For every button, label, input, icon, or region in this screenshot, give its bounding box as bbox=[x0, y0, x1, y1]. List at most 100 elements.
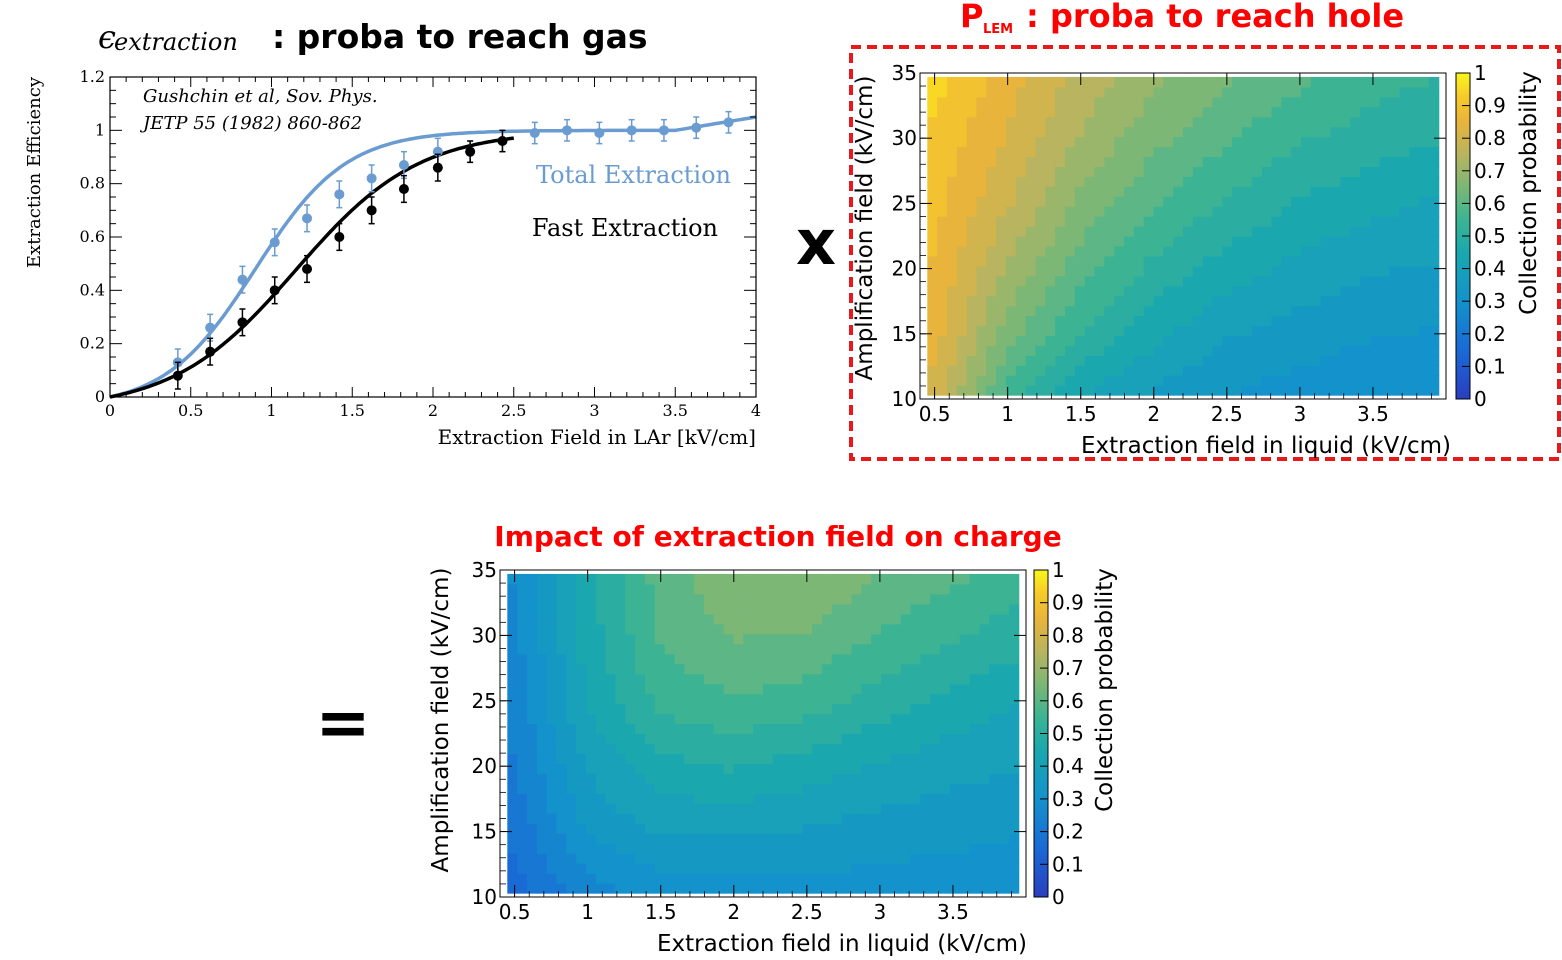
hm1-cell bbox=[1104, 106, 1115, 118]
hm2-cell bbox=[654, 873, 666, 884]
hm2-cell bbox=[507, 763, 518, 774]
hm2-cell bbox=[625, 673, 636, 685]
hm2-cell bbox=[556, 573, 567, 585]
hm2-cell bbox=[900, 793, 912, 804]
hm2-cell bbox=[556, 873, 567, 884]
hm2-cell bbox=[979, 693, 990, 705]
hm2-cell bbox=[625, 873, 636, 884]
hm1-cell bbox=[937, 345, 948, 356]
hm1-cell bbox=[1064, 116, 1076, 128]
hm1-cell bbox=[1242, 345, 1253, 356]
hm1-cell bbox=[1183, 186, 1194, 197]
hm2-cell bbox=[969, 803, 980, 814]
hm2-cell bbox=[694, 803, 705, 814]
hm1-cell bbox=[1340, 365, 1351, 376]
hm1-cell bbox=[1310, 116, 1322, 128]
hm2-cell bbox=[890, 603, 902, 615]
hm2-cell bbox=[644, 853, 656, 864]
hm2-cell bbox=[999, 823, 1010, 834]
hm1-cell bbox=[1133, 285, 1145, 297]
hm1-cell bbox=[1222, 305, 1233, 317]
hm1-cell bbox=[1055, 156, 1066, 167]
hm2-cell bbox=[723, 673, 735, 685]
hm1-cell bbox=[1232, 385, 1243, 396]
hm2-cell bbox=[822, 683, 833, 695]
hm1-cell bbox=[1350, 226, 1361, 237]
hm2-cell bbox=[654, 773, 666, 784]
hm2-cell bbox=[723, 593, 735, 605]
hm2-cell bbox=[782, 693, 794, 705]
hm2-cell bbox=[536, 673, 548, 685]
fast-extraction-point bbox=[497, 136, 508, 146]
hm1-cell bbox=[1055, 275, 1066, 287]
hm2-cell bbox=[635, 633, 646, 645]
hm1-cell bbox=[1005, 186, 1017, 197]
lc-y-tick-label: 0 bbox=[95, 387, 105, 406]
hm2-cell bbox=[989, 633, 1000, 645]
hm2-cell bbox=[979, 613, 990, 625]
hm2-cell bbox=[969, 663, 980, 675]
hm1-cell bbox=[996, 355, 1007, 366]
hm1-cell bbox=[1320, 106, 1332, 118]
hm2-cell bbox=[595, 573, 607, 585]
hm2-cell bbox=[635, 863, 646, 874]
hm1-cell bbox=[966, 146, 978, 158]
hm1-cell bbox=[1163, 236, 1174, 247]
hm2-cell bbox=[507, 793, 518, 804]
hm1-cell bbox=[1005, 295, 1017, 307]
hm2-cell bbox=[743, 753, 754, 765]
hm2-cell bbox=[861, 663, 872, 675]
hm1-cell bbox=[1055, 76, 1066, 88]
hm2-cell bbox=[831, 633, 843, 645]
hm2-cell bbox=[940, 673, 951, 685]
hm2-cell bbox=[664, 863, 676, 874]
hm2-cell bbox=[723, 883, 735, 894]
hm2-cell bbox=[979, 713, 990, 725]
hm2-cell bbox=[999, 643, 1010, 655]
hm2-cell bbox=[644, 753, 656, 765]
hm2-cell bbox=[772, 573, 784, 585]
hm2-cell bbox=[930, 693, 941, 705]
hm1-cell bbox=[1015, 146, 1027, 158]
hm1-cell bbox=[1389, 325, 1400, 337]
hm2-cell bbox=[684, 713, 695, 725]
hm1-cell bbox=[1261, 375, 1273, 386]
hm1-cell bbox=[1035, 236, 1046, 247]
hm2-cell bbox=[694, 753, 705, 765]
hm2-cell bbox=[566, 763, 577, 774]
hm2-cell bbox=[517, 583, 528, 595]
hm2-cell bbox=[831, 593, 843, 605]
hm1-cell bbox=[1114, 176, 1125, 187]
hm2-cell bbox=[644, 873, 656, 884]
hm2-cell bbox=[871, 783, 882, 794]
hm2-cell bbox=[615, 703, 626, 715]
hm2-cell bbox=[969, 813, 980, 824]
hm1-cell bbox=[1291, 126, 1302, 138]
hm1-cell bbox=[1143, 116, 1155, 128]
hm2-cell bbox=[930, 773, 941, 784]
hm1-cell bbox=[1202, 156, 1214, 167]
hm1-cell bbox=[1015, 96, 1027, 108]
hm1-cell bbox=[1025, 315, 1037, 327]
hm2-cell bbox=[763, 743, 774, 755]
hm2-cell bbox=[654, 593, 666, 605]
hm1-cell bbox=[1074, 285, 1086, 297]
hm2-cell bbox=[871, 753, 882, 765]
hm2-cell bbox=[615, 633, 626, 645]
hm1-cell bbox=[996, 325, 1007, 337]
hm2-cell bbox=[812, 723, 823, 735]
hm2-cell bbox=[989, 743, 1000, 755]
hm1-cell bbox=[946, 136, 958, 148]
hm1-cell bbox=[1045, 206, 1056, 217]
hm1-cell bbox=[937, 375, 948, 386]
hm1-cell bbox=[1330, 86, 1341, 98]
hm2-cell bbox=[674, 583, 685, 595]
hm1-cell bbox=[946, 226, 958, 237]
hm1-cell bbox=[1301, 106, 1312, 118]
hm1-cell bbox=[1183, 216, 1194, 227]
hm1-cell bbox=[1143, 146, 1155, 158]
hm1-cell bbox=[1428, 76, 1440, 88]
hm1-cell bbox=[1212, 315, 1223, 327]
hm2-cell bbox=[782, 863, 794, 874]
hm2-cell bbox=[999, 863, 1010, 874]
